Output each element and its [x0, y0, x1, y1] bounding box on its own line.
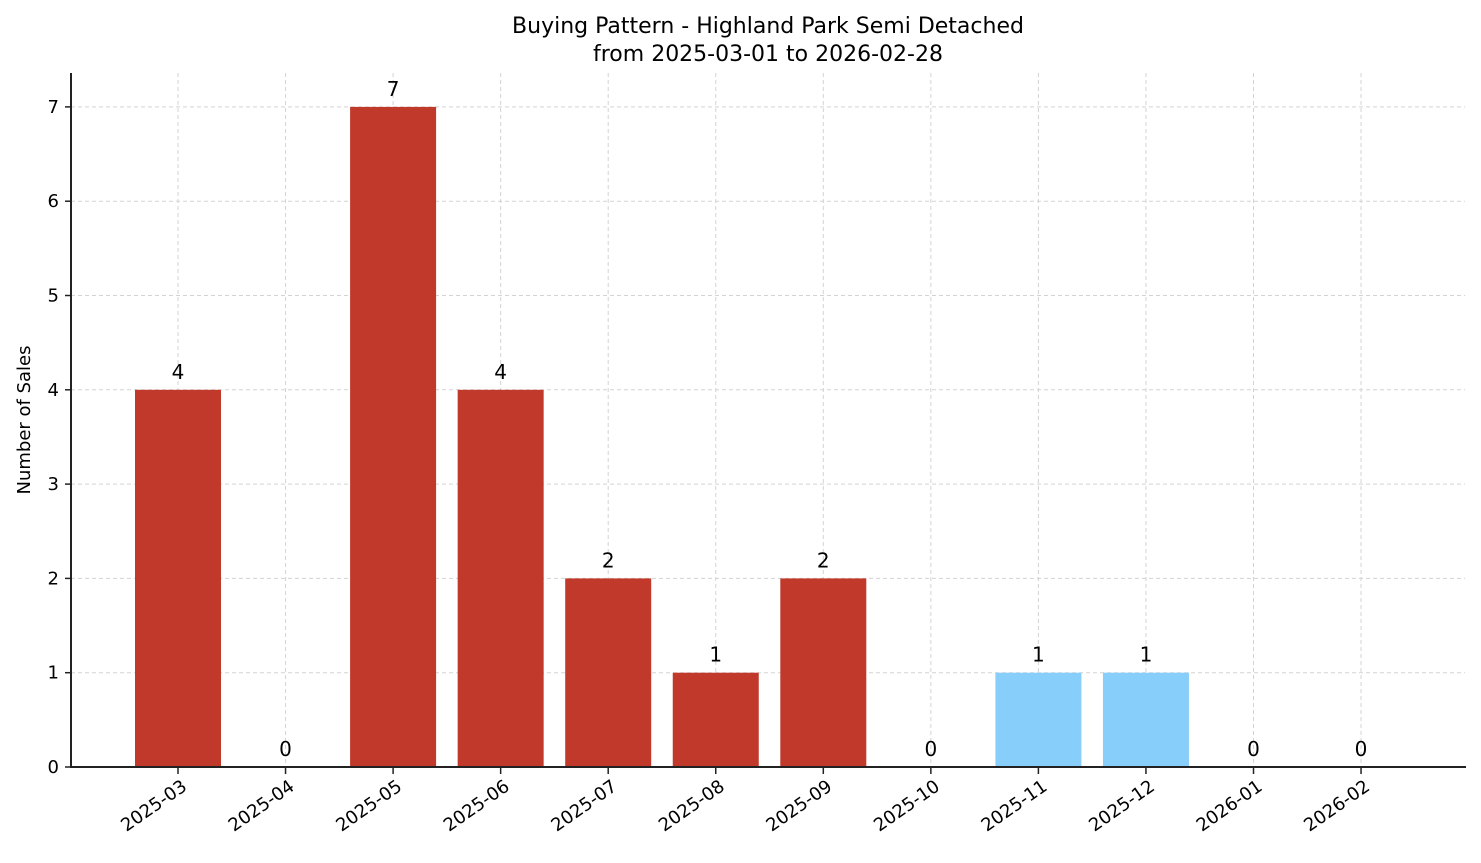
axes	[70, 73, 1466, 768]
bar-2025-03	[135, 389, 221, 767]
y-tick-label: 1	[48, 663, 59, 684]
bar-value-label: 1	[1032, 643, 1045, 667]
y-tick-label: 4	[48, 380, 59, 401]
x-tick-label: 2025-07	[547, 776, 621, 836]
x-tick-label: 2025-03	[117, 776, 191, 836]
y-tick-label: 0	[48, 757, 59, 778]
bar-2025-07	[565, 578, 652, 767]
x-tick-label: 2025-11	[978, 776, 1052, 836]
bar-value-label: 2	[602, 548, 615, 572]
x-tick-label: 2025-05	[332, 776, 406, 836]
y-tick-label: 6	[48, 191, 59, 212]
bar-value-label: 0	[279, 737, 292, 761]
chart-subtitle: from 2025-03-01 to 2026-02-28	[593, 42, 943, 67]
bar-value-label: 1	[709, 643, 722, 667]
y-tick-label: 2	[48, 568, 59, 589]
x-tick-label: 2025-10	[870, 776, 944, 836]
bar-2025-09	[780, 578, 867, 767]
bar-value-labels: 4 0 7 4 2 1 2 0 1 1 0 0	[172, 77, 1368, 761]
x-tick-label: 2025-12	[1085, 776, 1159, 836]
bars	[135, 106, 1189, 767]
bar-value-label: 0	[1355, 737, 1368, 761]
chart-title-line1: Buying Pattern - Highland Park Semi Deta…	[512, 14, 1024, 39]
y-tick-label: 3	[48, 474, 59, 495]
y-axis-label: Number of Sales	[14, 345, 35, 494]
x-tick-label: 2025-08	[655, 776, 729, 836]
bar-value-label: 0	[924, 737, 937, 761]
y-tick-label: 5	[48, 286, 59, 307]
x-tick-label: 2025-09	[763, 776, 837, 836]
bar-2025-05	[350, 106, 437, 767]
x-tick-label: 2026-02	[1300, 776, 1374, 836]
bar-value-label: 4	[172, 360, 185, 384]
bar-2025-08	[672, 672, 759, 767]
x-axis-ticks: 2025-03 2025-04 2025-05 2025-06 2025-07 2025-…	[117, 767, 1374, 836]
x-tick-label: 2025-04	[225, 776, 299, 836]
bar-value-label: 2	[817, 548, 830, 572]
bar-2025-06	[457, 389, 544, 767]
x-tick-label: 2025-06	[440, 776, 514, 836]
x-tick-label: 2026-01	[1193, 776, 1267, 836]
y-tick-label: 7	[48, 97, 59, 118]
y-axis-ticks: 0 1 2 3 4 5 6 7	[48, 97, 71, 778]
bar-value-label: 7	[387, 77, 400, 101]
bar-value-label: 0	[1247, 737, 1260, 761]
bar-value-label: 4	[494, 360, 507, 384]
bar-2025-11	[995, 672, 1082, 767]
bar-2025-12	[1102, 672, 1189, 767]
bar-value-label: 1	[1140, 643, 1153, 667]
chart-title: Buying Pattern - Highland Park Semi Deta…	[512, 14, 1024, 67]
gridlines	[71, 73, 1465, 768]
